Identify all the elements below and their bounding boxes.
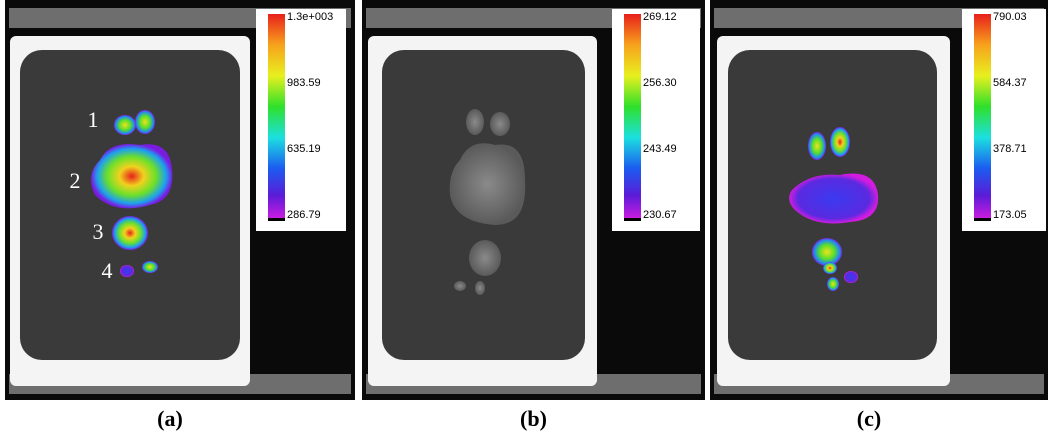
signal-c — [789, 127, 879, 291]
colorbar-label: 173.05 — [993, 209, 1027, 221]
signal-b — [449, 109, 526, 295]
colorbar-label: 230.67 — [643, 209, 677, 221]
signal-a — [91, 110, 173, 277]
colorbar — [624, 14, 641, 220]
panel-label: (c) — [857, 406, 881, 431]
panel-label: (b) — [520, 406, 547, 431]
panel-label: (a) — [157, 406, 183, 431]
colorbar-label: 286.79 — [287, 209, 321, 221]
colorbar-label: 269.12 — [643, 11, 677, 23]
colorbar-label: 1.3e+003 — [287, 11, 333, 23]
colorbar-base — [974, 218, 991, 221]
region-label: 2 — [70, 168, 81, 193]
colorbar-base — [268, 218, 285, 221]
colorbar-label: 584.37 — [993, 77, 1027, 89]
colorbar — [974, 14, 991, 220]
tray-top — [714, 8, 1044, 28]
colorbar-label: 243.49 — [643, 143, 677, 155]
panels: 1.3e+003 983.59 635.19 286.79 (a) 269.12 256.3… — [5, 0, 1048, 431]
colorbar-label: 635.19 — [287, 143, 321, 155]
colorbar — [268, 14, 285, 220]
colorbar-label: 378.71 — [993, 143, 1027, 155]
colorbar-label: 983.59 — [287, 77, 321, 89]
colorbar-label: 256.30 — [643, 77, 677, 89]
region-label: 1 — [88, 107, 99, 132]
colorbar-label: 790.03 — [993, 11, 1027, 23]
region-label: 3 — [93, 219, 104, 244]
region-label: 4 — [102, 258, 113, 283]
colorbar-base — [624, 218, 641, 221]
